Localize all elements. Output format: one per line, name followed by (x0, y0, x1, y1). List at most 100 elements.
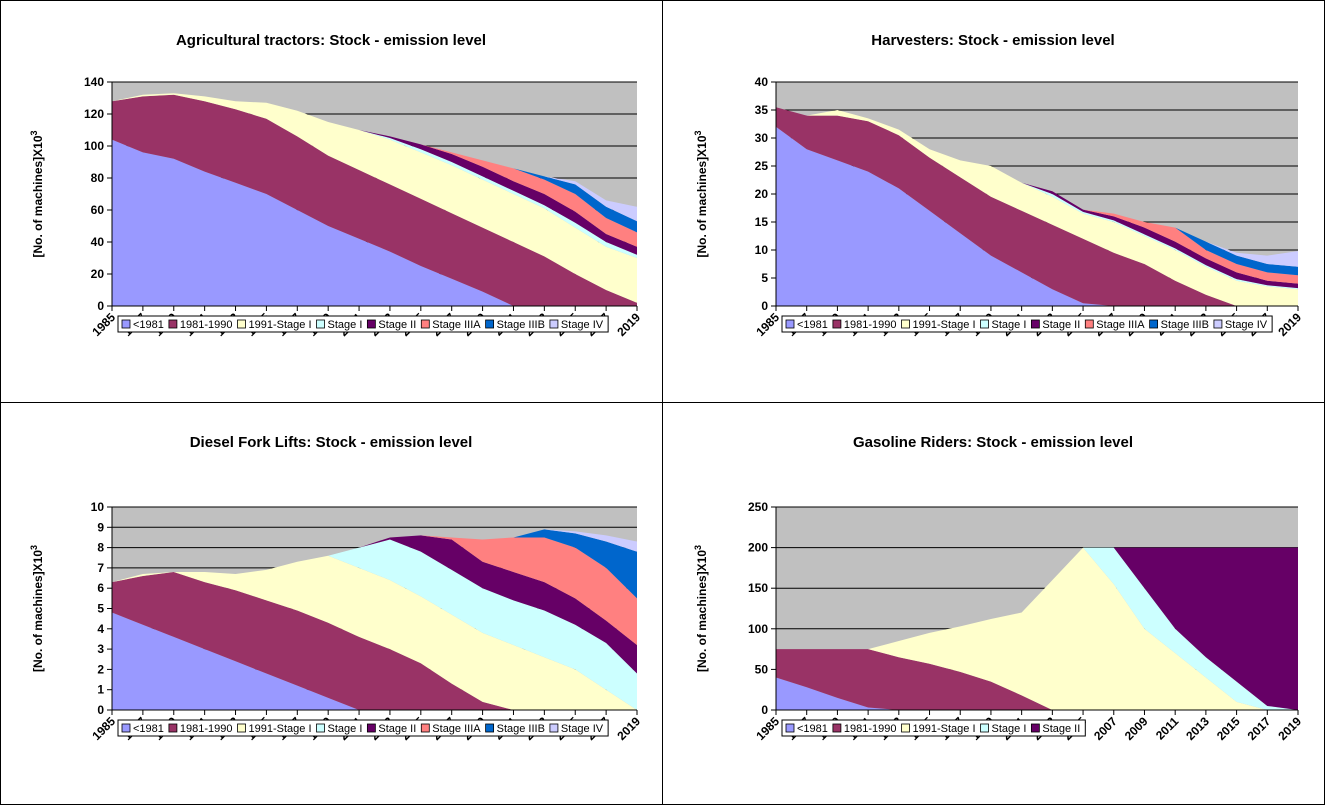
legend-label: Stage IV (561, 319, 604, 331)
area-series (112, 612, 637, 710)
legend-swatch (420, 319, 430, 329)
area-series (776, 649, 1298, 710)
y-tick-label: 0 (761, 703, 768, 717)
legend-label: 1991-Stage I (913, 723, 976, 735)
y-tick-label: 20 (755, 187, 769, 201)
area-series (112, 539, 637, 710)
legend-swatch (168, 319, 178, 329)
legend-swatch (316, 723, 325, 733)
y-tick-label: 7 (97, 561, 104, 575)
legend-swatch (366, 319, 376, 329)
y-axis-label-superscript: 3 (693, 545, 703, 550)
area-series (112, 555, 637, 710)
y-tick-label: 30 (755, 131, 769, 145)
y-tick-label: 5 (761, 271, 768, 285)
legend-swatch (485, 319, 495, 329)
legend-swatch (1030, 319, 1040, 329)
legend-label: Stage IIIA (1096, 319, 1145, 331)
y-tick-label: 10 (91, 500, 105, 514)
legend-swatch (1084, 319, 1094, 329)
y-tick-label: 15 (755, 215, 769, 229)
area-series (776, 677, 1298, 710)
area-series (112, 571, 637, 710)
y-tick-label: 40 (91, 235, 105, 249)
area-series (776, 107, 1298, 276)
legend-label: 1991-Stage I (913, 319, 976, 331)
y-tick-label: 20 (91, 267, 105, 281)
y-axis-label-superscript: 3 (29, 545, 39, 550)
legend-box (781, 719, 1086, 737)
area-series (776, 547, 1298, 710)
y-tick-label: 50 (755, 662, 769, 676)
y-tick-label: 6 (97, 581, 104, 595)
chart-title: Agricultural tractors: Stock - emission … (176, 32, 486, 49)
chart-title: Diesel Fork Lifts: Stock - emission leve… (190, 434, 473, 451)
y-axis-label-text: [No. of machines]X10 (31, 135, 45, 257)
y-tick-label: 0 (761, 299, 768, 313)
legend-swatch (121, 319, 131, 329)
y-tick-label: 25 (755, 159, 769, 173)
legend-swatch (366, 723, 376, 733)
y-axis-label: [No. of machines]X103 (29, 545, 45, 672)
y-tick-label: 200 (748, 541, 768, 555)
area-series (776, 547, 1298, 710)
chart-title: Gasoline Riders: Stock - emission level (853, 434, 1133, 451)
y-tick-label: 4 (97, 622, 104, 636)
y-tick-label: 60 (91, 203, 105, 217)
y-axis-label: [No. of machines]X103 (693, 130, 709, 257)
legend-swatch (549, 319, 559, 329)
legend-label: Stage I (328, 723, 363, 735)
y-tick-label: 40 (755, 75, 769, 89)
y-tick-label: 100 (84, 139, 104, 153)
area-series (112, 94, 637, 306)
legend-label: Stage IV (1225, 319, 1268, 331)
chart-title: Harvesters: Stock - emission level (871, 32, 1114, 49)
legend-label: <1981 (133, 319, 164, 331)
y-tick-label: 100 (748, 622, 768, 636)
legend-label: <1981 (133, 723, 164, 735)
legend-swatch (832, 319, 842, 329)
y-tick-label: 0 (97, 299, 104, 313)
legend-label: 1981-1990 (844, 319, 897, 331)
legend-swatch (316, 319, 325, 329)
legend-swatch (980, 723, 989, 733)
area-series (112, 529, 637, 599)
y-tick-label: 2 (97, 662, 104, 676)
y-tick-label: 250 (748, 500, 768, 514)
legend-swatch (785, 319, 795, 329)
y-tick-label: 80 (91, 171, 105, 185)
legend-label: Stage IIIA (432, 319, 481, 331)
y-axis-label: [No. of machines]X103 (693, 545, 709, 672)
legend-swatch (832, 723, 842, 733)
y-tick-label: 35 (755, 103, 769, 117)
legend-label: Stage IIIB (497, 723, 545, 735)
legend-swatch (420, 723, 430, 733)
y-tick-label: 8 (97, 541, 104, 555)
area-series (776, 547, 1298, 710)
y-tick-label: 9 (97, 520, 104, 534)
legend-label: 1991-Stage I (249, 319, 312, 331)
legend-label: <1981 (797, 319, 828, 331)
legend-label: Stage I (992, 319, 1027, 331)
area-series (112, 529, 637, 583)
legend-swatch (1149, 319, 1159, 329)
legend-swatch (1213, 319, 1223, 329)
legend-swatch (901, 319, 910, 329)
area-series (112, 139, 637, 306)
legend-label: 1981-1990 (180, 723, 233, 735)
area-series (776, 107, 1298, 289)
y-tick-label: 140 (84, 75, 104, 89)
y-tick-label: 120 (84, 107, 104, 121)
legend-label: Stage IIIB (497, 319, 545, 331)
y-tick-label: 0 (97, 703, 104, 717)
legend-swatch (549, 723, 559, 733)
y-axis-label-superscript: 3 (693, 130, 703, 135)
legend-label: Stage II (1042, 319, 1080, 331)
y-tick-label: 10 (755, 243, 769, 257)
y-axis-label-text: [No. of machines]X10 (31, 550, 45, 672)
legend-swatch (785, 723, 795, 733)
legend-label: <1981 (797, 723, 828, 735)
y-axis-label-text: [No. of machines]X10 (695, 550, 709, 672)
legend-label: 1981-1990 (180, 319, 233, 331)
